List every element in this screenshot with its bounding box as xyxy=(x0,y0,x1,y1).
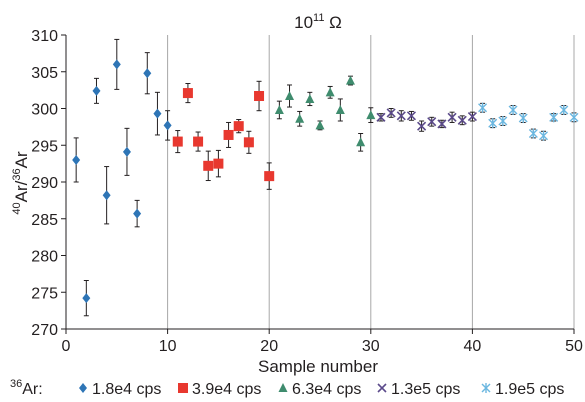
y-tick-label-280: 280 xyxy=(31,249,58,266)
data-point xyxy=(325,87,335,97)
data-point xyxy=(345,75,355,85)
y-tick-label-290: 290 xyxy=(31,175,58,192)
data-point xyxy=(508,104,518,115)
data-point xyxy=(335,104,345,114)
data-point xyxy=(569,112,579,123)
data-point xyxy=(163,120,172,131)
tick-labels: 270 275 280 285 290 295 300 305 310 0 10 20 30 40 50 xyxy=(31,28,583,355)
legend-marker-1 xyxy=(79,383,87,393)
y-tick-label-275: 275 xyxy=(31,285,58,302)
data-point xyxy=(82,293,91,304)
legend-prefix: 36Ar: xyxy=(10,378,43,398)
x-tick-label-40: 40 xyxy=(464,338,482,355)
data-point xyxy=(102,190,111,201)
legend-label-5: 1.9e5 cps xyxy=(495,381,564,398)
data-point xyxy=(406,111,417,121)
data-point xyxy=(203,160,214,171)
legend: 36Ar: 1.8e4 cps 3.9e4 cps 6.3e4 cps 1.3e5 c… xyxy=(10,378,564,398)
data-point xyxy=(467,112,477,122)
data-point xyxy=(386,108,396,118)
x-tick-label-0: 0 xyxy=(62,338,71,355)
data-point xyxy=(254,91,265,102)
data-point xyxy=(274,104,284,114)
data-point xyxy=(417,121,427,131)
data-point xyxy=(559,104,569,115)
data-point xyxy=(366,110,376,120)
y-axis-title: 40Ar/36Ar xyxy=(11,151,31,215)
data-point xyxy=(549,112,559,123)
chart-title: 1011 Ω xyxy=(294,12,342,32)
data-point xyxy=(539,130,549,141)
data-point xyxy=(427,117,437,127)
data-point xyxy=(143,68,152,79)
data-point xyxy=(122,146,131,157)
y-tick-label-310: 310 xyxy=(31,28,58,45)
legend-marker-5 xyxy=(481,383,491,393)
data-point xyxy=(72,154,81,165)
data-point xyxy=(305,93,315,103)
legend-label-1: 1.8e4 cps xyxy=(92,381,161,398)
legend-marker-3 xyxy=(278,383,288,392)
data-point xyxy=(518,113,528,124)
data-point xyxy=(213,158,224,169)
data-point xyxy=(376,112,386,122)
data-point xyxy=(233,121,244,132)
x-tick-label-10: 10 xyxy=(159,338,177,355)
data-point xyxy=(112,59,121,70)
vertical-gridlines xyxy=(167,35,575,329)
data-point xyxy=(153,108,162,119)
x-axis-title: Sample number xyxy=(258,357,378,376)
data-point xyxy=(488,118,498,129)
data-point xyxy=(437,119,447,129)
legend-label-2: 3.9e4 cps xyxy=(192,381,261,398)
data-point xyxy=(528,128,538,139)
data-point xyxy=(133,208,142,219)
error-bars xyxy=(73,38,577,317)
legend-label-3: 6.3e4 cps xyxy=(292,381,361,398)
data-point xyxy=(478,102,488,113)
data-point xyxy=(295,113,305,123)
x-tick-label-50: 50 xyxy=(565,338,583,355)
y-tick-label-295: 295 xyxy=(31,138,58,155)
data-point xyxy=(223,129,234,140)
data-point xyxy=(172,136,183,147)
data-point xyxy=(264,171,275,182)
y-tick-label-305: 305 xyxy=(31,65,58,82)
data-point xyxy=(193,136,204,147)
axes xyxy=(65,35,574,330)
y-tick-label-285: 285 xyxy=(31,212,58,229)
y-tick-label-270: 270 xyxy=(31,322,58,339)
data-point xyxy=(498,115,508,126)
data-point xyxy=(447,112,457,122)
data-markers xyxy=(72,59,579,304)
legend-marker-2 xyxy=(178,383,188,393)
data-point xyxy=(457,115,467,125)
data-point xyxy=(243,137,254,148)
x-tick-label-20: 20 xyxy=(260,338,278,355)
legend-label-4: 1.3e5 cps xyxy=(391,381,460,398)
data-point xyxy=(396,111,406,121)
legend-marker-4 xyxy=(377,383,387,393)
data-point xyxy=(285,91,295,101)
data-point xyxy=(92,85,101,96)
x-tick-label-30: 30 xyxy=(362,338,380,355)
data-point xyxy=(315,120,325,130)
data-point xyxy=(182,88,193,99)
y-tick-label-300: 300 xyxy=(31,102,58,119)
data-point xyxy=(356,137,366,147)
